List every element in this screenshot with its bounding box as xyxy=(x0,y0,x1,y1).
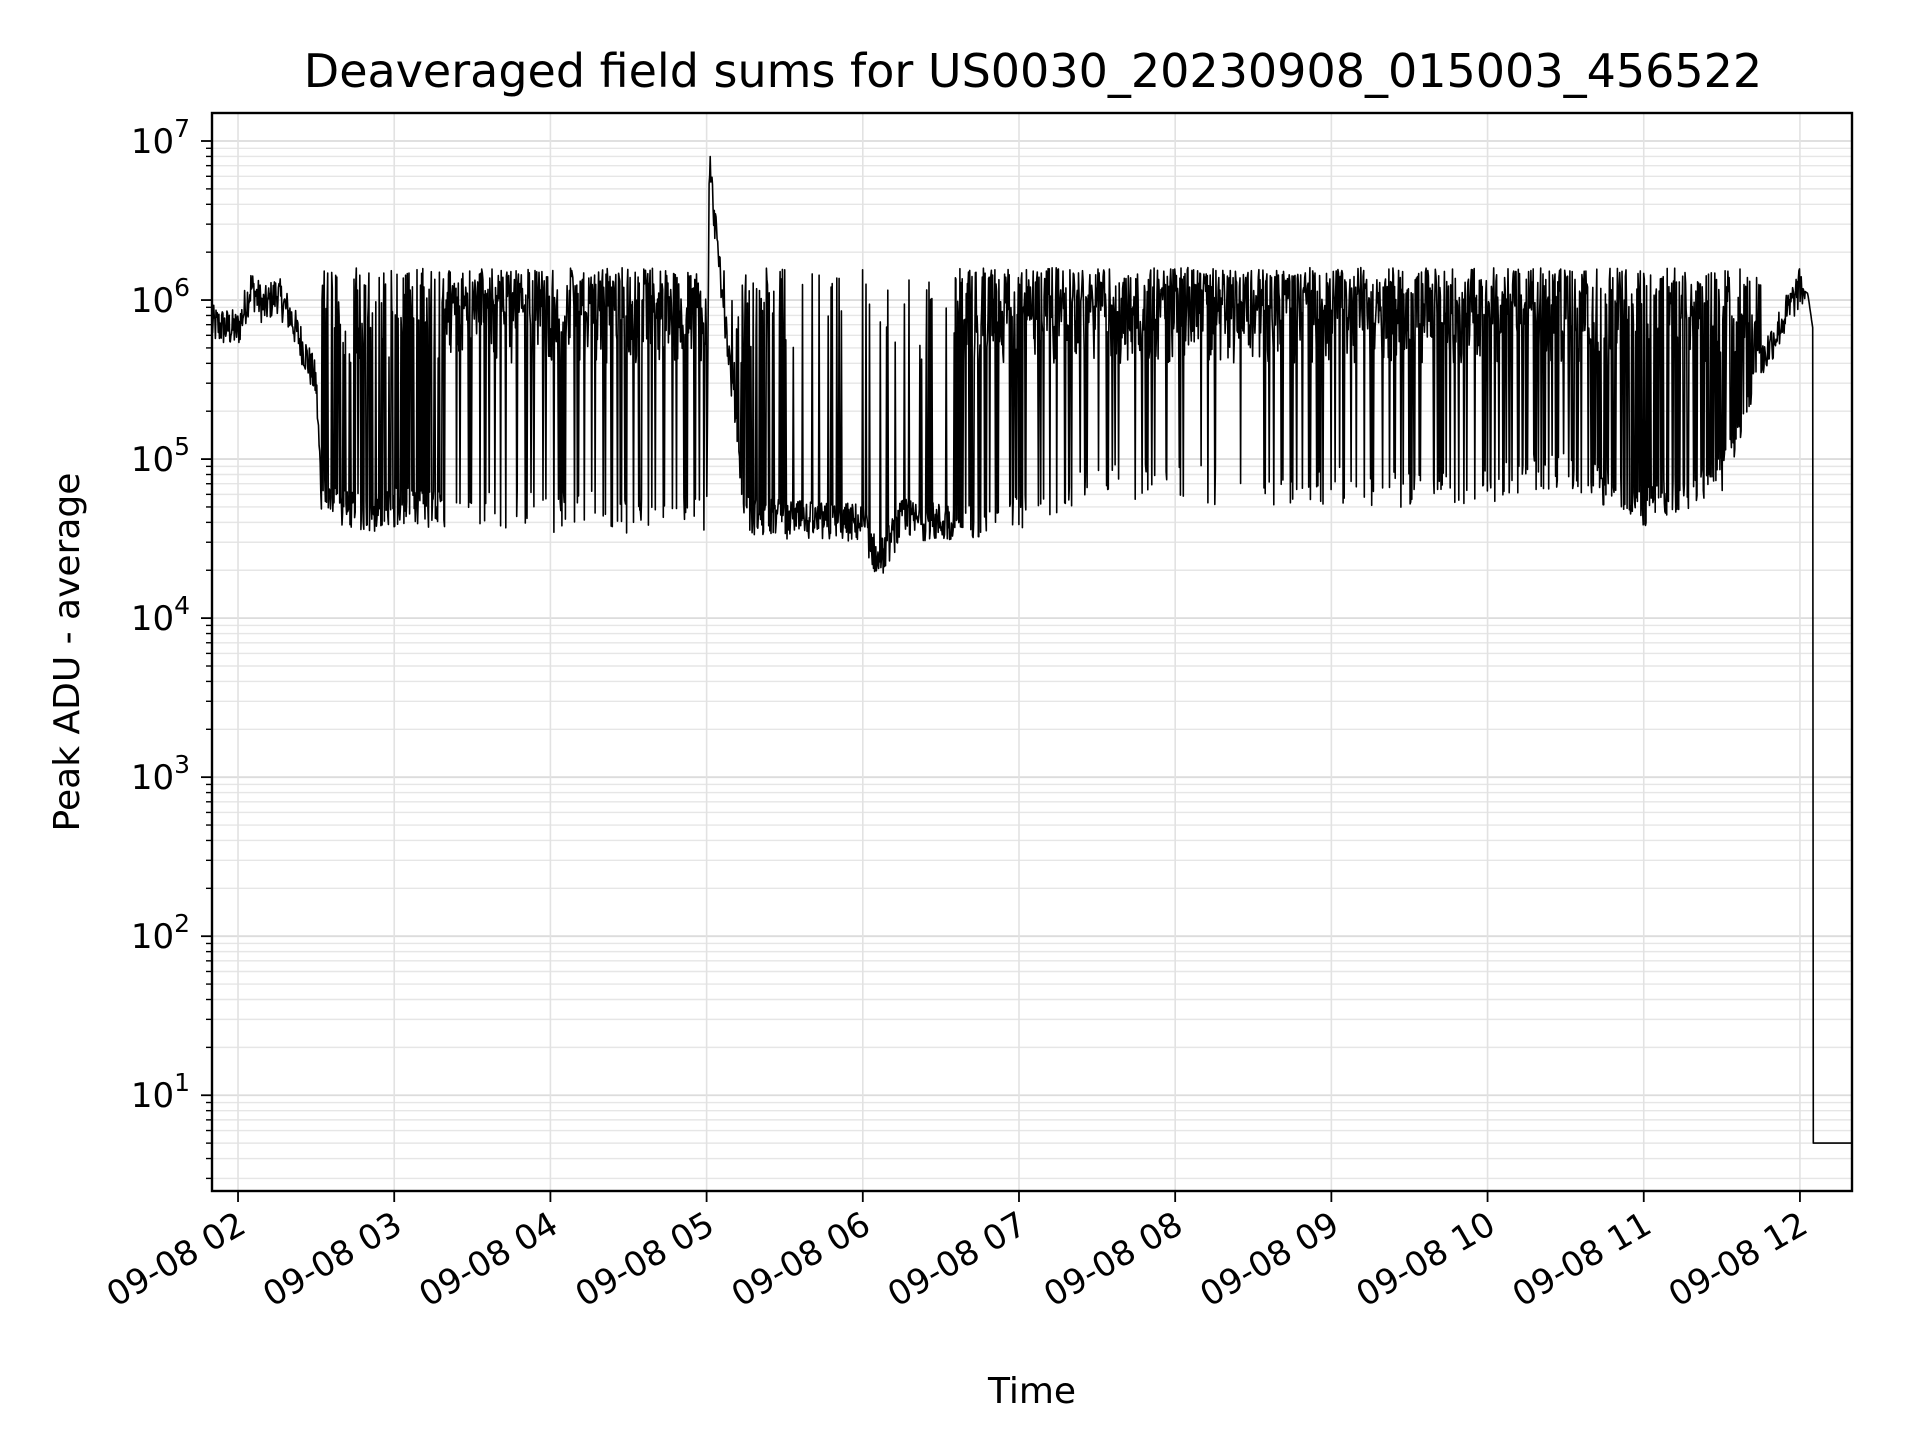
y-tick-label: 101 xyxy=(131,1068,190,1116)
y-tick-label: 102 xyxy=(131,909,190,957)
y-tick-label: 107 xyxy=(131,114,190,162)
chart-title: Deaveraged field sums for US0030_2023090… xyxy=(304,44,1762,98)
series-line xyxy=(211,155,1852,1144)
grid xyxy=(212,113,1852,1191)
y-tick-label: 106 xyxy=(131,273,190,321)
y-tick-label: 104 xyxy=(131,591,190,639)
y-tick-label: 103 xyxy=(131,750,190,798)
x-axis-label: Time xyxy=(987,1371,1076,1412)
y-axis-label: Peak ADU - average xyxy=(47,473,88,832)
y-tick-label: 105 xyxy=(131,432,190,480)
plot-frame xyxy=(210,111,1854,1193)
